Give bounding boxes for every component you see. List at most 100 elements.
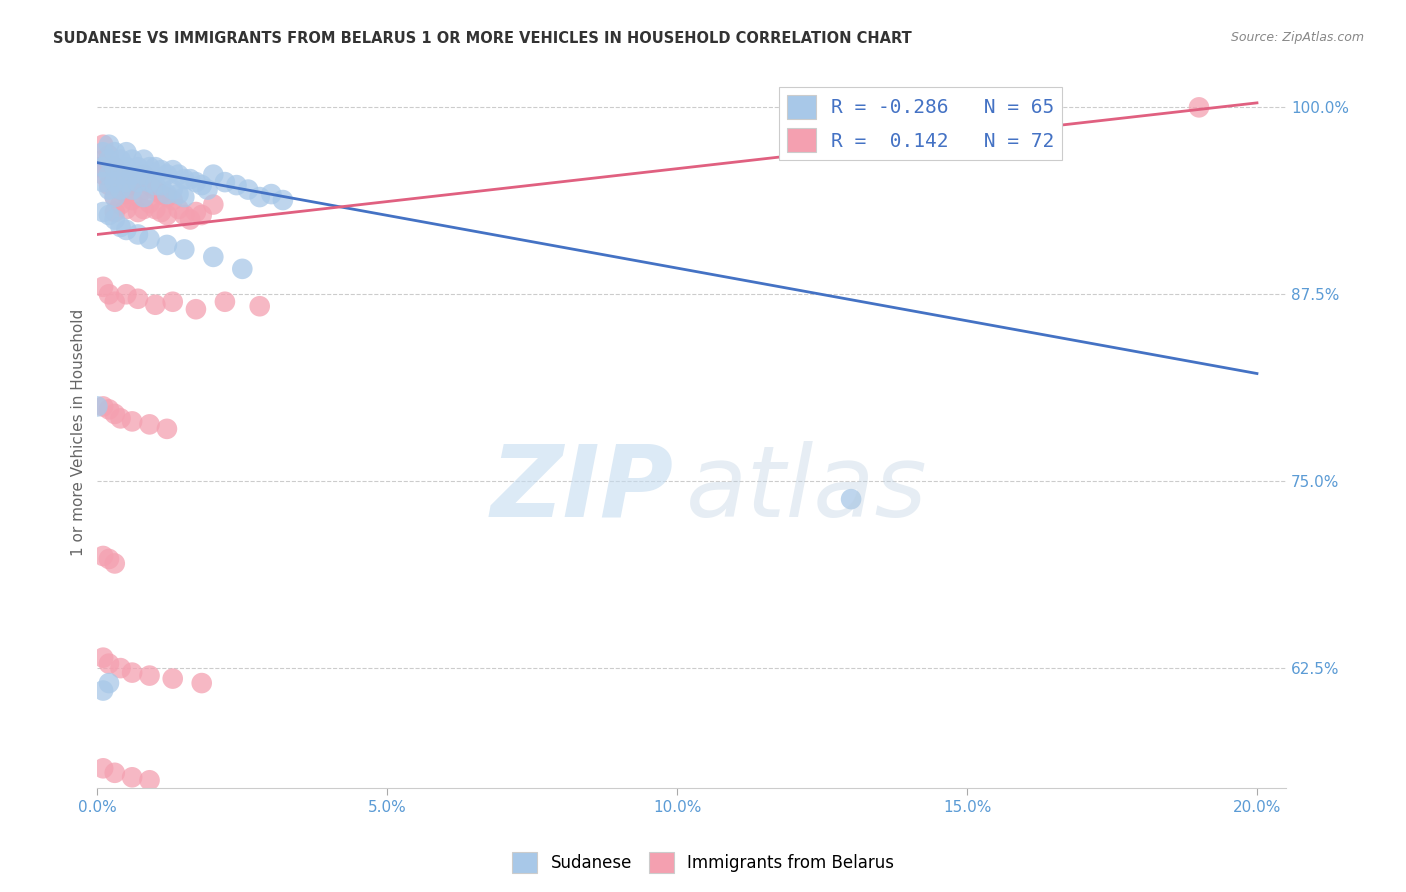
Point [143,183,166,197]
Point [91,761,114,775]
Point [214,175,236,189]
Point [143,298,166,312]
Point [150,163,173,178]
Point [162,163,184,178]
Point [138,417,160,432]
Point [156,422,179,436]
Point [97,552,120,566]
Point [138,668,160,682]
Point [104,407,127,421]
Point [132,183,155,197]
Point [202,168,225,182]
Text: SUDANESE VS IMMIGRANTS FROM BELARUS 1 OR MORE VEHICLES IN HOUSEHOLD CORRELATION : SUDANESE VS IMMIGRANTS FROM BELARUS 1 OR… [53,31,912,46]
Point [91,683,114,698]
Point [132,190,155,204]
Point [91,160,114,174]
Point [190,208,212,222]
Point [156,187,179,202]
Point [97,178,120,193]
Point [97,402,120,417]
Point [127,175,149,189]
Point [91,205,114,219]
Point [104,212,127,227]
Point [143,178,166,193]
Point [167,168,190,182]
Text: atlas: atlas [686,441,928,538]
Point [115,145,138,160]
Point [91,175,114,189]
Point [86,400,108,414]
Point [97,137,120,152]
Y-axis label: 1 or more Vehicles in Household: 1 or more Vehicles in Household [72,309,86,557]
Point [110,168,132,182]
Point [138,773,160,788]
Point [127,292,149,306]
Point [110,197,132,211]
Point [104,175,127,189]
Point [115,223,138,237]
Point [173,208,195,222]
Point [132,202,155,216]
Point [202,197,225,211]
Text: ZIP: ZIP [491,441,673,538]
Point [91,153,114,167]
Point [97,657,120,671]
Point [104,160,127,174]
Point [110,153,132,167]
Point [121,168,143,182]
Point [231,261,253,276]
Point [115,160,138,174]
Point [97,153,120,167]
Legend: Sudanese, Immigrants from Belarus: Sudanese, Immigrants from Belarus [506,846,900,880]
Point [127,205,149,219]
Point [121,183,143,197]
Point [162,183,184,197]
Point [127,175,149,189]
Point [97,183,120,197]
Point [97,148,120,162]
Point [260,187,283,202]
Point [150,187,173,202]
Point [115,172,138,186]
Point [184,302,207,317]
Point [104,190,127,204]
Point [132,168,155,182]
Point [162,193,184,207]
Point [115,202,138,216]
Point [104,145,127,160]
Point [143,202,166,216]
Point [97,676,120,690]
Point [202,250,225,264]
Point [97,208,120,222]
Point [150,205,173,219]
Point [225,178,247,193]
Point [167,187,190,202]
Point [1188,100,1211,114]
Point [91,400,114,414]
Point [138,175,160,189]
Point [104,190,127,204]
Point [97,287,120,301]
Legend: R = -0.286   N = 65, R =  0.142   N = 72: R = -0.286 N = 65, R = 0.142 N = 72 [779,87,1063,160]
Point [86,160,108,174]
Point [121,770,143,784]
Text: Source: ZipAtlas.com: Source: ZipAtlas.com [1230,31,1364,45]
Point [184,175,207,189]
Point [110,411,132,425]
Point [179,212,201,227]
Point [156,208,179,222]
Point [91,145,114,160]
Point [115,175,138,189]
Point [197,183,219,197]
Point [190,178,212,193]
Point [150,178,173,193]
Point [127,227,149,242]
Point [104,205,127,219]
Point [190,676,212,690]
Point [249,190,271,204]
Point [167,202,190,216]
Point [121,178,143,193]
Point [104,175,127,189]
Point [127,190,149,204]
Point [138,178,160,193]
